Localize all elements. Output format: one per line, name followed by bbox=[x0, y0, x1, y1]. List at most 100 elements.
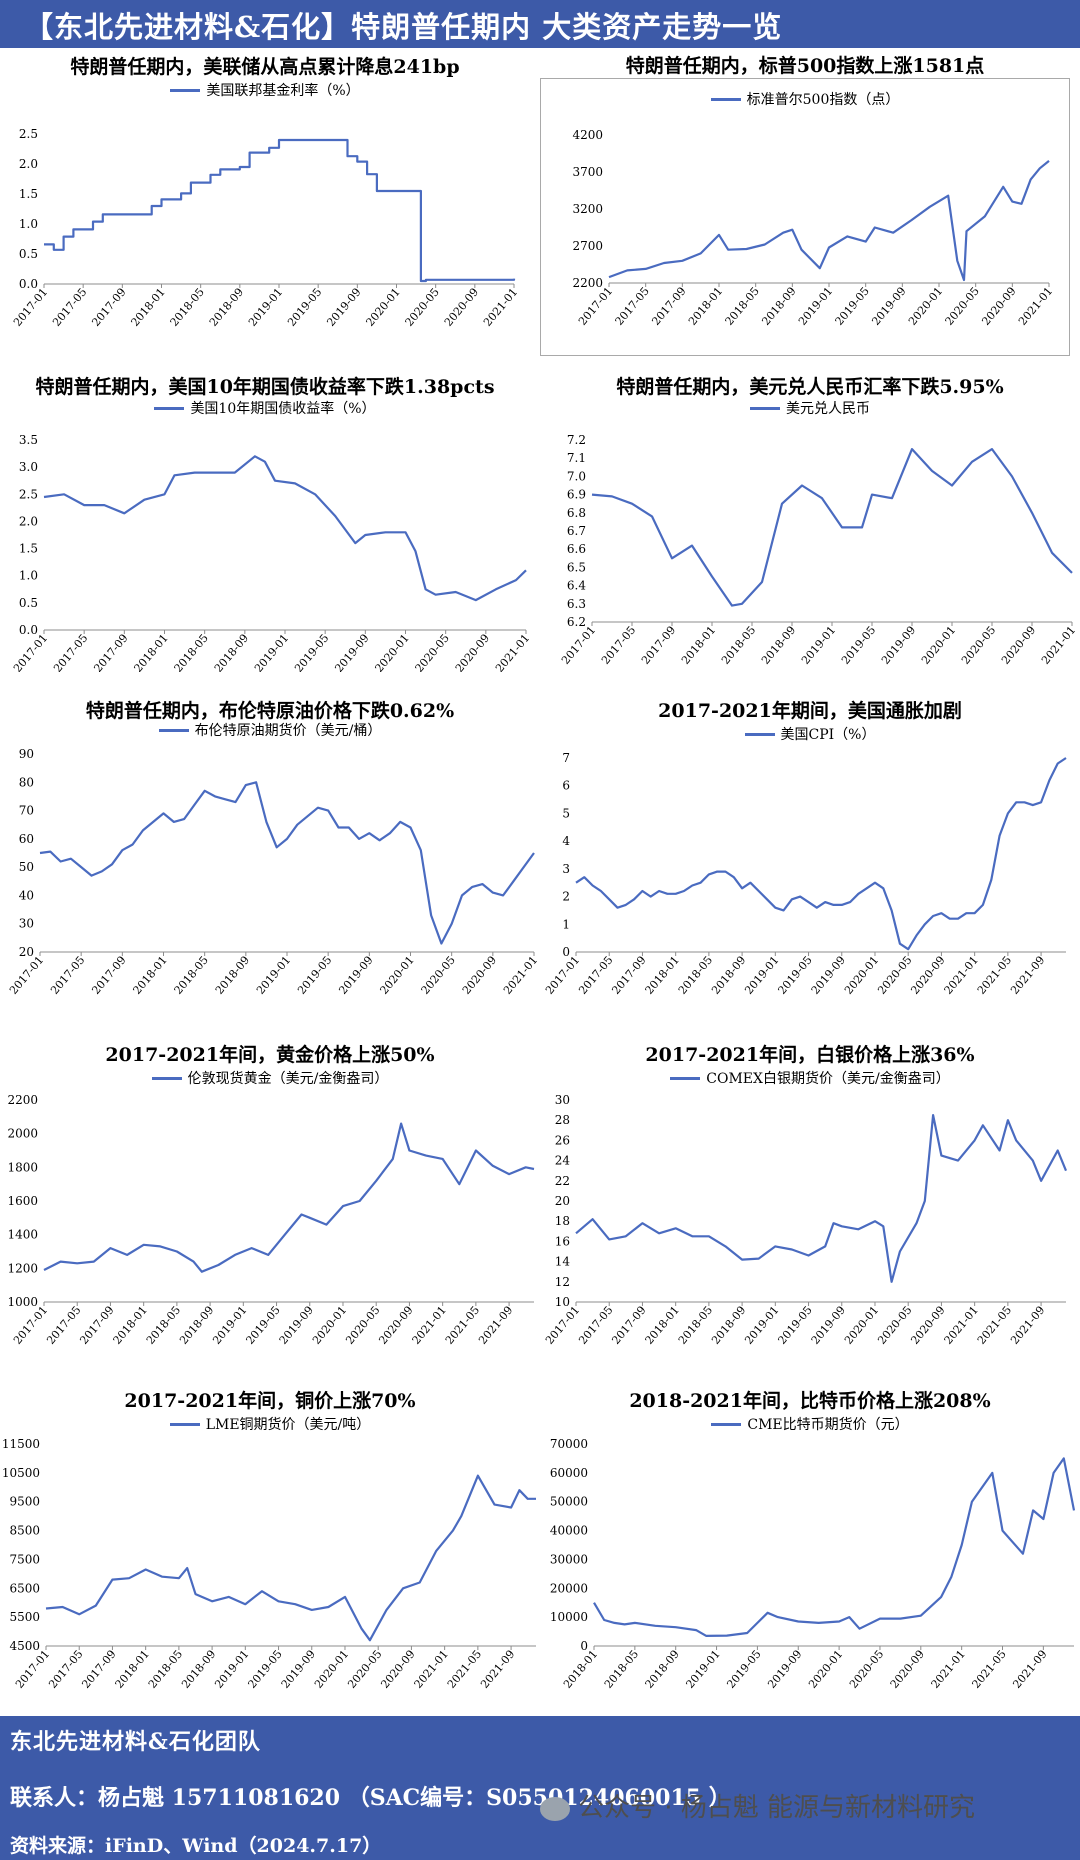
x-tick-label: 2020-09 bbox=[376, 1304, 415, 1347]
page-title: 【东北先进材料&石化】特朗普任期内 大类资产走势一览 bbox=[24, 10, 783, 44]
x-tick-label: 2019-01 bbox=[742, 1304, 781, 1347]
x-tick-label: 2018-01 bbox=[113, 1648, 152, 1691]
chart-title: 2017-2021年间，白银价格上涨36% bbox=[645, 1044, 975, 1066]
x-tick-label: 2021-09 bbox=[1010, 1648, 1049, 1691]
y-tick-label: 40 bbox=[19, 888, 34, 902]
y-tick-label: 2.0 bbox=[19, 157, 38, 171]
x-tick-label: 2018-05 bbox=[719, 624, 758, 667]
x-tick-label: 2021-01 bbox=[412, 1648, 451, 1691]
y-tick-label: 9500 bbox=[9, 1495, 40, 1509]
chart-title: 特朗普任期内，美国10年期国债收益率下跌1.38pcts bbox=[35, 376, 495, 398]
x-tick-label: 2020-05 bbox=[413, 632, 452, 672]
legend-label: 标准普尔500指数（点） bbox=[746, 92, 900, 108]
y-tick-label: 0 bbox=[562, 945, 570, 959]
y-tick-label: 7.1 bbox=[567, 451, 586, 465]
x-tick-label: 2018-09 bbox=[207, 286, 246, 329]
x-tick-label: 2019-09 bbox=[332, 632, 371, 672]
y-tick-label: 2200 bbox=[572, 276, 603, 290]
legend-line-swatch bbox=[750, 406, 780, 410]
x-tick-label: 2019-01 bbox=[799, 624, 838, 667]
x-tick-label: 2018-09 bbox=[643, 1648, 682, 1691]
y-tick-label: 2.0 bbox=[19, 514, 38, 528]
x-tick-label: 2019-09 bbox=[869, 285, 908, 328]
x-tick-label: 2021-05 bbox=[443, 1304, 482, 1347]
x-tick-label: 2019-05 bbox=[724, 1648, 763, 1691]
y-tick-label: 2 bbox=[562, 890, 570, 904]
x-tick-label: 2018-05 bbox=[146, 1648, 185, 1691]
y-tick-label: 7 bbox=[562, 751, 570, 765]
x-tick-label: 2019-01 bbox=[684, 1648, 723, 1691]
y-tick-label: 24 bbox=[555, 1154, 571, 1168]
x-tick-label: 2017-05 bbox=[599, 624, 638, 667]
y-tick-label: 5 bbox=[562, 806, 570, 820]
x-tick-label: 2019-09 bbox=[809, 1304, 848, 1347]
x-tick-label: 2020-09 bbox=[979, 285, 1018, 328]
y-tick-label: 20000 bbox=[550, 1581, 588, 1595]
chart-legend: 美国联邦基金利率（%） bbox=[0, 80, 530, 100]
x-tick-label: 2017-01 bbox=[559, 624, 598, 667]
chart-legend: 美元兑人民币 bbox=[540, 398, 1080, 418]
x-tick-label: 2021-05 bbox=[975, 1304, 1014, 1347]
x-tick-label: 2018-09 bbox=[212, 632, 251, 672]
legend-label: 美国10年期国债收益率（%） bbox=[190, 401, 376, 417]
footer-source: 资料来源：iFinD、Wind（2024.7.17） bbox=[10, 1835, 382, 1857]
x-tick-label: 2020-01 bbox=[377, 954, 416, 997]
legend-line-swatch bbox=[169, 1422, 200, 1426]
x-tick-label: 2021-09 bbox=[478, 1648, 517, 1691]
y-tick-label: 3 bbox=[562, 862, 570, 876]
y-tick-label: 12 bbox=[555, 1275, 570, 1289]
x-tick-label: 2017-01 bbox=[11, 286, 50, 329]
watermark-text: 公众号 · 杨占魁 能源与新材料研究 bbox=[578, 1793, 976, 1823]
chart-legend: 布伦特原油期货价（美元/桶） bbox=[0, 720, 540, 740]
chart-plot: 4500 5500 6500 7500 8500 9500 10500 11500 2017-0… bbox=[2, 1437, 536, 1691]
x-tick-label: 2017-09 bbox=[79, 1648, 118, 1691]
y-tick-label: 14 bbox=[555, 1255, 571, 1269]
x-tick-label: 2018-01 bbox=[643, 1304, 682, 1347]
x-tick-label: 2020-05 bbox=[875, 954, 914, 997]
x-tick-label: 2021-01 bbox=[942, 1304, 981, 1347]
legend-label: 伦敦现货黄金（美元/金衡盎司） bbox=[187, 1071, 389, 1087]
wechat-icon bbox=[540, 1796, 570, 1821]
x-tick-label: 2018-05 bbox=[172, 954, 211, 997]
chart-panel-brent: 特朗普任期内，布伦特原油价格下跌0.62% 布伦特原油期货价（美元/桶） 20 30 4… bbox=[0, 696, 540, 1006]
x-tick-label: 2019-09 bbox=[279, 1648, 318, 1691]
x-tick-label: 2020-09 bbox=[378, 1648, 417, 1691]
legend-label: LME铜期货价（美元/吨） bbox=[205, 1417, 371, 1433]
x-tick-label: 2020-09 bbox=[908, 954, 947, 997]
chart-legend: LME铜期货价（美元/吨） bbox=[0, 1414, 540, 1434]
y-tick-label: 1.0 bbox=[19, 569, 38, 583]
y-tick-label: 2.5 bbox=[19, 487, 38, 501]
x-tick-label: 2019-01 bbox=[742, 954, 781, 997]
legend-line-swatch bbox=[710, 97, 741, 101]
x-tick-label: 2019-05 bbox=[243, 1304, 282, 1347]
x-tick-label: 2019-09 bbox=[336, 954, 375, 997]
y-tick-label: 50 bbox=[19, 860, 34, 874]
legend-label: CME比特币期货价（元） bbox=[747, 1417, 909, 1433]
x-tick-label: 2021-01 bbox=[929, 1648, 968, 1691]
y-tick-label: 1800 bbox=[7, 1160, 38, 1174]
x-tick-label: 2018-01 bbox=[679, 624, 718, 667]
x-tick-label: 2017-09 bbox=[609, 1304, 648, 1347]
y-tick-label: 5500 bbox=[9, 1610, 40, 1624]
x-tick-label: 2017-09 bbox=[609, 954, 648, 997]
x-tick-label: 2020-09 bbox=[908, 1304, 947, 1347]
x-tick-label: 2018-01 bbox=[686, 285, 725, 328]
chart-legend: 标准普尔500指数（点） bbox=[541, 89, 1069, 109]
y-tick-label: 1200 bbox=[7, 1261, 38, 1275]
y-tick-label: 3.5 bbox=[19, 433, 38, 447]
x-tick-label: 2019-01 bbox=[796, 285, 835, 328]
watermark: 公众号 · 杨占魁 能源与新材料研究 bbox=[540, 1787, 975, 1824]
legend-line-swatch bbox=[170, 88, 201, 92]
chart-title: 特朗普任期内，标普500指数上涨1581点 bbox=[625, 55, 985, 77]
x-tick-label: 2020-05 bbox=[959, 624, 998, 667]
x-tick-label: 2019-01 bbox=[252, 632, 291, 672]
y-tick-label: 3700 bbox=[572, 165, 603, 179]
y-tick-label: 6500 bbox=[9, 1581, 40, 1595]
y-tick-label: 16 bbox=[555, 1234, 570, 1248]
y-tick-label: 30000 bbox=[550, 1552, 588, 1566]
x-tick-label: 2018-09 bbox=[177, 1304, 216, 1347]
chart-panel-ust10y: 特朗普任期内，美国10年期国债收益率下跌1.38pcts 美国10年期国债收益率（… bbox=[0, 372, 530, 672]
y-tick-label: 50000 bbox=[550, 1495, 588, 1509]
